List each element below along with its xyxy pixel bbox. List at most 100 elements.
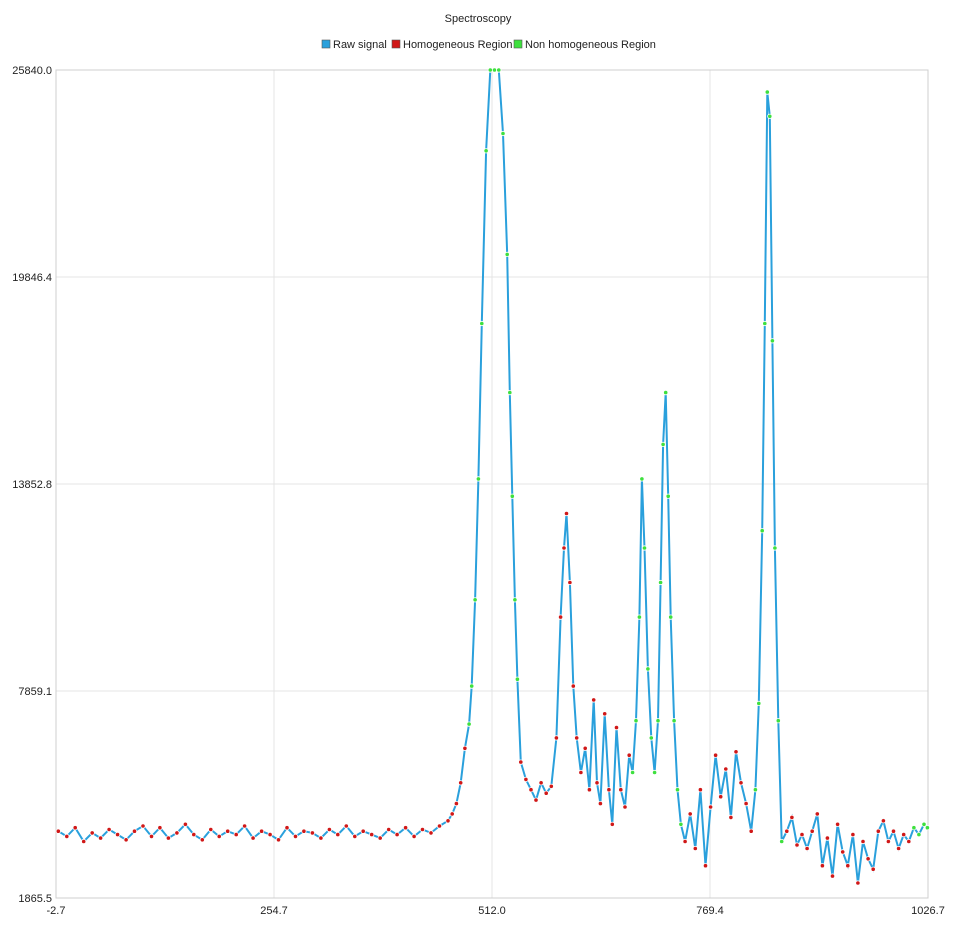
homogeneous-point	[377, 835, 383, 841]
homogeneous-point	[794, 842, 800, 848]
non-homogeneous-point	[514, 676, 521, 682]
homogeneous-point	[855, 880, 861, 886]
homogeneous-point	[115, 831, 121, 838]
non-homogeneous-point	[629, 769, 636, 776]
legend-swatch	[513, 39, 523, 49]
homogeneous-point	[436, 823, 443, 829]
non-homogeneous-point	[469, 683, 475, 689]
homogeneous-point	[191, 831, 197, 838]
homogeneous-point	[875, 828, 881, 834]
homogeneous-point	[687, 811, 693, 817]
homogeneous-point	[829, 873, 836, 879]
homogeneous-point	[809, 828, 815, 834]
non-homogeneous-point	[775, 718, 781, 724]
homogeneous-point	[165, 835, 171, 841]
chart-title: Spectroscopy	[445, 13, 512, 25]
non-homogeneous-point	[756, 700, 762, 707]
homogeneous-point	[518, 759, 524, 765]
y-tick-label: 13852.8	[12, 479, 52, 491]
y-tick-label: 1865.5	[18, 893, 52, 905]
non-homogeneous-point	[475, 476, 481, 482]
homogeneous-point	[743, 800, 749, 807]
non-homogeneous-point	[479, 320, 485, 327]
non-homogeneous-point	[504, 251, 510, 257]
homogeneous-point	[106, 826, 112, 833]
homogeneous-point	[81, 838, 87, 845]
non-homogeneous-point	[636, 614, 643, 620]
non-homogeneous-point	[752, 787, 759, 793]
non-homogeneous-point	[512, 597, 518, 603]
non-homogeneous-point	[509, 493, 515, 499]
homogeneous-point	[597, 800, 604, 807]
non-homogeneous-point	[767, 113, 773, 119]
homogeneous-point	[574, 735, 580, 741]
homogeneous-point	[292, 833, 299, 840]
homogeneous-point	[591, 697, 597, 703]
non-homogeneous-point	[496, 67, 502, 73]
homogeneous-point	[72, 825, 78, 831]
homogeneous-point	[419, 826, 426, 833]
homogeneous-point	[865, 856, 871, 862]
non-homogeneous-point	[660, 441, 666, 447]
legend: Raw signal Homogeneous Region Non homogene…	[321, 39, 656, 51]
y-tick-label: 7859.1	[18, 686, 52, 698]
homogeneous-point	[242, 823, 248, 829]
homogeneous-point	[318, 835, 324, 841]
legend-swatch	[321, 39, 331, 49]
non-homogeneous-point	[655, 718, 661, 724]
homogeneous-point	[174, 830, 180, 836]
non-homogeneous-point	[668, 614, 674, 620]
homogeneous-point	[208, 826, 214, 833]
non-homogeneous-point	[759, 528, 765, 534]
homogeneous-point	[707, 804, 714, 810]
homogeneous-point	[98, 835, 104, 841]
homogeneous-point	[602, 711, 608, 717]
homogeneous-point	[582, 745, 588, 751]
non-homogeneous-point	[921, 821, 927, 827]
homogeneous-point	[309, 830, 315, 836]
homogeneous-point	[428, 830, 434, 836]
homogeneous-point	[789, 814, 795, 821]
homogeneous-point	[733, 749, 739, 755]
non-homogeneous-point	[674, 787, 681, 793]
homogeneous-point	[561, 545, 567, 551]
homogeneous-point	[738, 780, 744, 786]
homogeneous-point	[824, 835, 831, 841]
non-homogeneous-point	[772, 545, 778, 551]
homogeneous-point	[814, 811, 820, 817]
legend-label: Homogeneous Region	[403, 39, 512, 51]
homogeneous-point	[335, 831, 341, 838]
homogeneous-point	[906, 838, 912, 845]
homogeneous-point	[523, 776, 529, 783]
homogeneous-point	[860, 838, 866, 845]
non-homogeneous-point	[916, 831, 922, 838]
homogeneous-point	[182, 821, 188, 827]
homogeneous-point	[55, 828, 61, 834]
homogeneous-point	[748, 828, 754, 834]
homogeneous-point	[301, 828, 307, 834]
homogeneous-point	[563, 510, 570, 517]
y-axis: 1865.5 7859.1 13852.8 19846.4 25840.0	[12, 65, 52, 905]
homogeneous-point	[343, 823, 349, 829]
legend-swatch	[391, 39, 401, 49]
homogeneous-point	[453, 800, 459, 807]
homogeneous-point	[326, 826, 332, 833]
homogeneous-point	[360, 828, 366, 834]
homogeneous-point	[352, 833, 358, 840]
non-homogeneous-point	[500, 130, 506, 137]
homogeneous-point	[718, 794, 724, 800]
homogeneous-point	[250, 835, 256, 841]
homogeneous-point	[402, 825, 409, 831]
non-homogeneous-point	[678, 821, 684, 827]
homogeneous-point	[692, 845, 698, 852]
homogeneous-point	[845, 863, 851, 869]
homogeneous-point	[586, 787, 593, 793]
homogeneous-point	[89, 830, 95, 836]
homogeneous-point	[557, 614, 564, 620]
non-homogeneous-point	[764, 89, 770, 95]
homogeneous-point	[613, 724, 620, 731]
homogeneous-point	[784, 828, 790, 834]
homogeneous-point	[609, 821, 615, 827]
grid	[56, 70, 928, 898]
